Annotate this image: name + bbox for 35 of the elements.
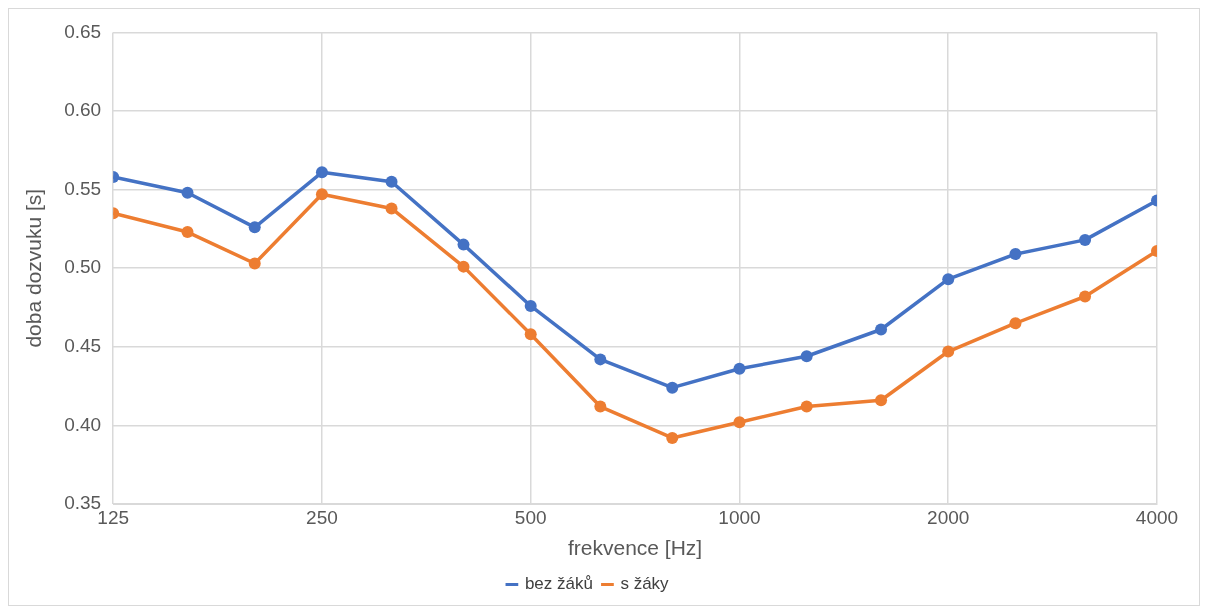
y-tick-label: 0.55 (64, 177, 102, 199)
x-tick-label: 1000 (718, 506, 761, 528)
legend-label: s žáky (620, 574, 670, 594)
point (594, 353, 607, 366)
point (1079, 290, 1092, 303)
point (733, 362, 746, 375)
x-tick-label: 500 (514, 506, 547, 528)
point (1009, 317, 1022, 330)
point (1079, 233, 1092, 246)
point (457, 238, 470, 251)
point (942, 273, 955, 286)
y-tick-label: 0.40 (64, 413, 102, 435)
point (524, 328, 537, 341)
point (800, 350, 813, 363)
point (733, 416, 746, 429)
y-tick-label: 0.60 (64, 99, 102, 121)
point (524, 299, 537, 312)
y-axis-title: doba dozvuku [s] (22, 188, 46, 348)
y-tick-label: 0.50 (64, 256, 102, 278)
y-tick-label: 0.45 (64, 335, 102, 357)
point (248, 221, 261, 234)
x-tick-label: 2000 (927, 506, 970, 528)
point (248, 257, 261, 270)
point (594, 400, 607, 413)
point (942, 345, 955, 358)
x-tick-label: 250 (306, 506, 338, 528)
point (800, 400, 813, 413)
x-axis-title: frekvence [Hz] (567, 536, 703, 560)
point (385, 175, 398, 188)
y-tick-label: 0.65 (64, 20, 102, 42)
point (1009, 248, 1022, 261)
point (457, 260, 470, 273)
point (385, 202, 398, 215)
legend-label: bez žáků (524, 574, 593, 594)
x-tick-label: 4000 (1135, 506, 1179, 528)
